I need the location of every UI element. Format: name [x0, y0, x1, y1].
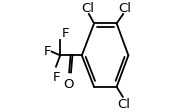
Text: Cl: Cl: [118, 97, 131, 110]
Text: O: O: [63, 78, 74, 91]
Text: F: F: [62, 27, 70, 40]
Text: F: F: [43, 45, 51, 58]
Text: Cl: Cl: [81, 2, 94, 15]
Text: F: F: [53, 71, 60, 84]
Text: Cl: Cl: [118, 2, 131, 15]
